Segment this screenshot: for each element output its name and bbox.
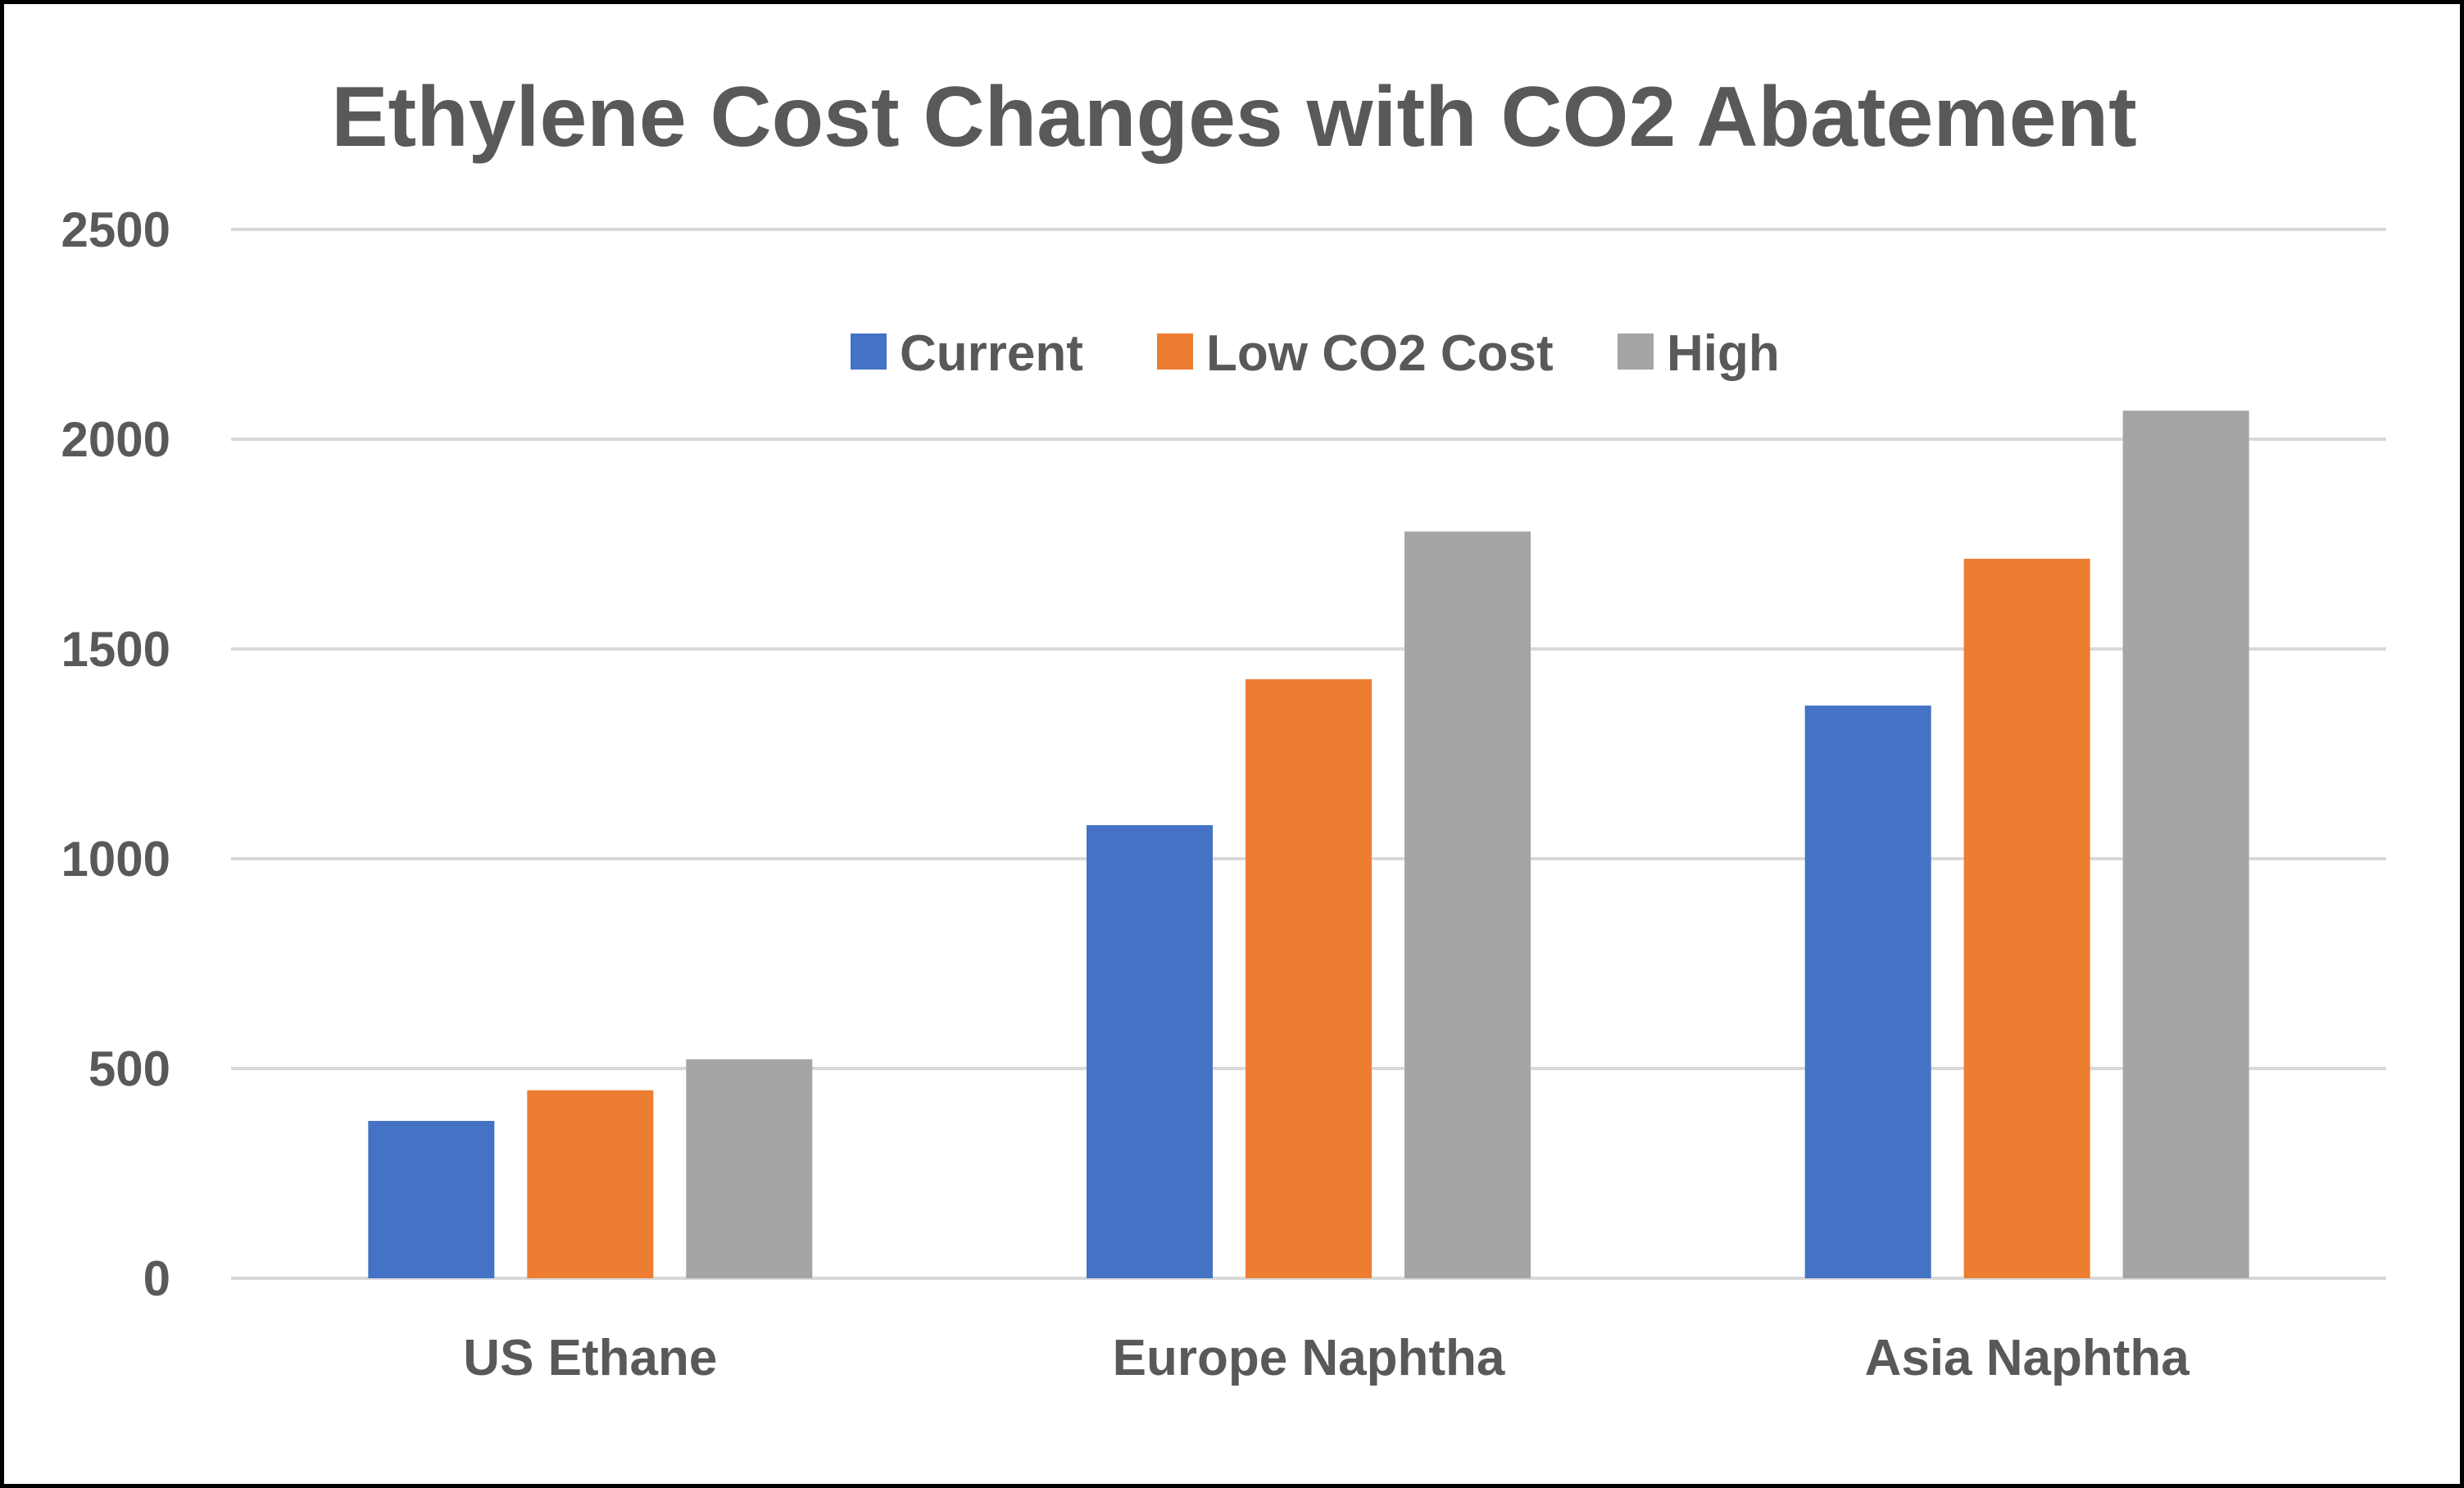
bar-high-us-ethane bbox=[686, 1059, 813, 1278]
legend-label: Low CO2 Cost bbox=[1206, 325, 1554, 382]
x-category-label: US Ethane bbox=[463, 1330, 717, 1386]
legend-label: Current bbox=[900, 325, 1083, 382]
x-category-label: Europe Naphtha bbox=[1113, 1330, 1505, 1386]
legend-swatch bbox=[1157, 333, 1193, 370]
legend-item: High bbox=[1618, 325, 1780, 382]
bar-current-asia-naphtha bbox=[1804, 705, 1931, 1278]
y-tick-label: 2500 bbox=[61, 202, 170, 257]
legend-item: Current bbox=[851, 325, 1083, 382]
chart-title: Ethylene Cost Changes with CO2 Abatement bbox=[331, 70, 2137, 165]
bar-current-us-ethane bbox=[368, 1121, 495, 1278]
legend-item: Low CO2 Cost bbox=[1157, 325, 1554, 382]
bars bbox=[368, 411, 2249, 1279]
x-category-label: Asia Naphtha bbox=[1865, 1330, 2190, 1386]
y-axis-ticks: 0 500 1000 1500 2000 2500 bbox=[61, 202, 170, 1306]
y-tick-label: 2000 bbox=[61, 412, 170, 467]
bar-low-co2-cost-asia-naphtha bbox=[1963, 558, 2090, 1278]
bar-high-asia-naphtha bbox=[2122, 411, 2249, 1279]
bar-low-co2-cost-us-ethane bbox=[527, 1090, 654, 1278]
x-axis-categories: US Ethane Europe Naphtha Asia Naphtha bbox=[463, 1330, 2189, 1386]
y-tick-label: 1500 bbox=[61, 622, 170, 677]
legend-label: High bbox=[1667, 325, 1780, 382]
bar-current-europe-naphtha bbox=[1087, 825, 1213, 1278]
bar-high-europe-naphtha bbox=[1404, 531, 1531, 1278]
legend-swatch bbox=[1618, 333, 1654, 370]
legend: Current Low CO2 Cost High bbox=[851, 325, 1780, 382]
legend-swatch bbox=[851, 333, 887, 370]
bar-low-co2-cost-europe-naphtha bbox=[1246, 678, 1372, 1278]
y-tick-label: 0 bbox=[143, 1251, 170, 1306]
y-tick-label: 500 bbox=[88, 1041, 170, 1096]
y-tick-label: 1000 bbox=[61, 832, 170, 887]
